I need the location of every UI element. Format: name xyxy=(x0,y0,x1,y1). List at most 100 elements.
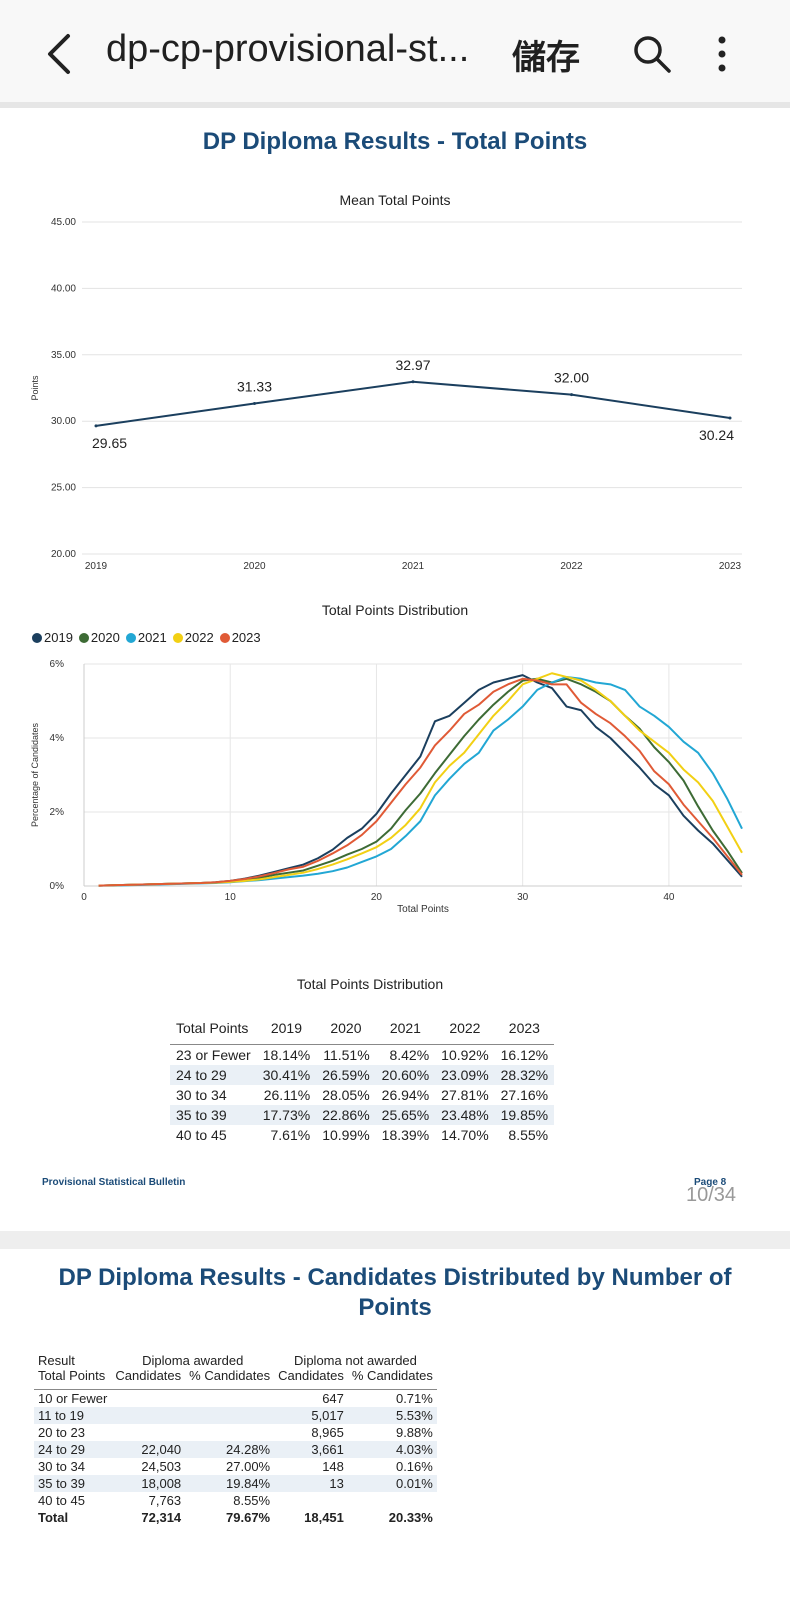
x-tick-label: 30 xyxy=(517,892,529,903)
legend-item-2022[interactable]: 2022 xyxy=(172,630,214,645)
table-cell: 18,008 xyxy=(111,1475,186,1492)
table-row: 23 or Fewer 18.14% 11.51% 8.42% 10.92% 16.12% xyxy=(170,1045,554,1066)
y-tick-label: 30.00 xyxy=(51,416,76,427)
column-header: % Candidates xyxy=(185,1368,275,1390)
x-tick-label: 2023 xyxy=(719,561,742,572)
table-row: 24 to 29 22,040 24.28% 3,661 4.03% xyxy=(34,1441,437,1458)
table-cell: 23.09% xyxy=(435,1065,495,1085)
column-header: Total Points xyxy=(34,1368,112,1390)
table-cell: 0.01% xyxy=(347,1475,437,1492)
page-heading: DP Diploma Results - Total Points xyxy=(202,128,588,155)
group-header-not-awarded: Diploma not awarded xyxy=(294,1353,417,1368)
footer-page-number: Page 8 xyxy=(694,1177,727,1188)
legend-item-2020[interactable]: 2020 xyxy=(78,630,120,645)
more-options-icon[interactable] xyxy=(712,34,732,74)
table-cell: 25.65% xyxy=(375,1105,436,1125)
table-cell xyxy=(185,1390,274,1408)
series-line-2023 xyxy=(98,677,743,887)
x-tick-label: 2020 xyxy=(243,561,266,572)
legend-marker xyxy=(172,632,183,643)
table-cell: 8,965 xyxy=(311,1425,344,1440)
legend-item-2023[interactable]: 2023 xyxy=(219,630,261,645)
table-row: 20 to 23 8,965 9.88% xyxy=(34,1424,437,1441)
column-header: % Candidates xyxy=(347,1368,437,1390)
data-point xyxy=(94,424,98,428)
y-axis-label: Percentage of Candidates xyxy=(30,722,40,827)
group-header-awarded: Diploma awarded xyxy=(142,1353,244,1368)
y-tick-label: 40.00 xyxy=(51,283,76,294)
series-line-2022 xyxy=(98,672,743,887)
y-tick-label: 20.00 xyxy=(51,549,76,560)
table-cell xyxy=(274,1492,348,1509)
table-cell: 18,451 xyxy=(304,1510,344,1525)
total-points-distribution-chart: 0 10 20 30 40 0% 2% 4% 6% Total Points Percentage … xyxy=(30,659,743,915)
legend-item-2019[interactable]: 2019 xyxy=(32,630,73,645)
column-header: 2021 xyxy=(375,1018,436,1045)
distribution-table: Total Points 2019 2020 2021 2022 2023 23 or F… xyxy=(170,1018,555,1145)
table-cell: 4.03% xyxy=(347,1441,437,1458)
column-header: Total Points xyxy=(170,1018,257,1045)
table-cell xyxy=(111,1424,185,1441)
table-cell: 7.61% xyxy=(270,1127,311,1143)
table-cell: 26.94% xyxy=(381,1087,430,1103)
table-cell: 40 to 45 xyxy=(38,1493,85,1508)
legend-marker xyxy=(219,632,230,643)
table-cell: 13 xyxy=(274,1475,348,1492)
table-cell: 19.84% xyxy=(185,1475,275,1492)
x-tick-label: 0 xyxy=(81,892,87,903)
table-row: 30 to 34 26.11% 28.05% 26.94% 27.81% 27.16% xyxy=(170,1085,554,1105)
table-cell: 22.86% xyxy=(316,1105,376,1125)
total-row: Total 72,314 79.67% 18,451 20.33% xyxy=(34,1509,437,1526)
page-counter: 10/34 xyxy=(686,1184,737,1206)
y-tick-label: 35.00 xyxy=(51,350,76,361)
table-row: 35 to 39 18,008 19.84% 13 0.01% xyxy=(34,1475,437,1492)
table-cell xyxy=(185,1407,275,1424)
table-cell: 26.59% xyxy=(316,1065,376,1085)
table-cell: 27.16% xyxy=(500,1087,549,1103)
pdf-page-8: DP Diploma Results - Total Points Mean T… xyxy=(0,114,790,1231)
table-cell: 22,040 xyxy=(111,1441,186,1458)
legend-item-2021[interactable]: 2021 xyxy=(125,630,167,645)
table-cell: 11 to 19 xyxy=(34,1407,112,1424)
table-cell xyxy=(185,1424,274,1441)
series-line-2021 xyxy=(98,675,743,887)
table-cell: 30.41% xyxy=(256,1065,317,1085)
table-cell: 11.51% xyxy=(323,1047,370,1063)
table-cell: 20.33% xyxy=(388,1510,433,1525)
column-header: 2019 xyxy=(256,1018,317,1045)
x-tick-label: 20 xyxy=(371,892,383,903)
series-line-mean-points xyxy=(95,380,731,427)
table-cell: 10 or Fewer xyxy=(38,1391,108,1406)
table-cell xyxy=(111,1407,186,1424)
table-cell: 27.00% xyxy=(226,1459,271,1474)
table-cell xyxy=(111,1390,185,1408)
table-cell: 8.42% xyxy=(389,1047,430,1063)
legend-marker xyxy=(78,632,89,643)
mean-chart-title: Mean Total Points xyxy=(339,192,451,208)
table-cell: 148 xyxy=(322,1459,344,1474)
footer-bulletin-label: Provisional Statistical Bulletin xyxy=(42,1177,186,1188)
app-bar: dp-cp-provisional-st... 儲存 xyxy=(0,0,790,108)
table-cell: 24 to 29 xyxy=(170,1065,257,1085)
table-cell: 10.99% xyxy=(322,1127,370,1143)
pdf-page-9: DP Diploma Results - Candidates Distribu… xyxy=(0,1249,790,1600)
table-cell: 20 to 23 xyxy=(38,1425,85,1440)
page-heading: DP Diploma Results - Candidates Distribu… xyxy=(58,1264,732,1321)
table-cell: 17.73% xyxy=(256,1105,317,1125)
x-tick-label: 2022 xyxy=(560,561,583,572)
table-cell: 30 to 34 xyxy=(176,1087,227,1103)
y-tick-label: 6% xyxy=(50,659,65,670)
table-cell: 0.71% xyxy=(395,1391,433,1406)
legend-label: 2020 xyxy=(90,630,120,645)
table-cell: 40 to 45 xyxy=(176,1127,227,1143)
data-label: 30.24 xyxy=(699,427,734,443)
table-cell: 14.70% xyxy=(441,1127,489,1143)
table-cell: 18.14% xyxy=(262,1047,311,1063)
save-button[interactable]: 儲存 xyxy=(512,38,580,78)
back-arrow-icon[interactable] xyxy=(42,30,78,78)
table-cell: 79.67% xyxy=(226,1510,271,1525)
table-cell: 10.92% xyxy=(441,1047,489,1063)
table-row: 11 to 19 5,017 5.53% xyxy=(34,1407,437,1424)
data-point xyxy=(253,402,256,406)
search-icon[interactable] xyxy=(632,34,672,74)
